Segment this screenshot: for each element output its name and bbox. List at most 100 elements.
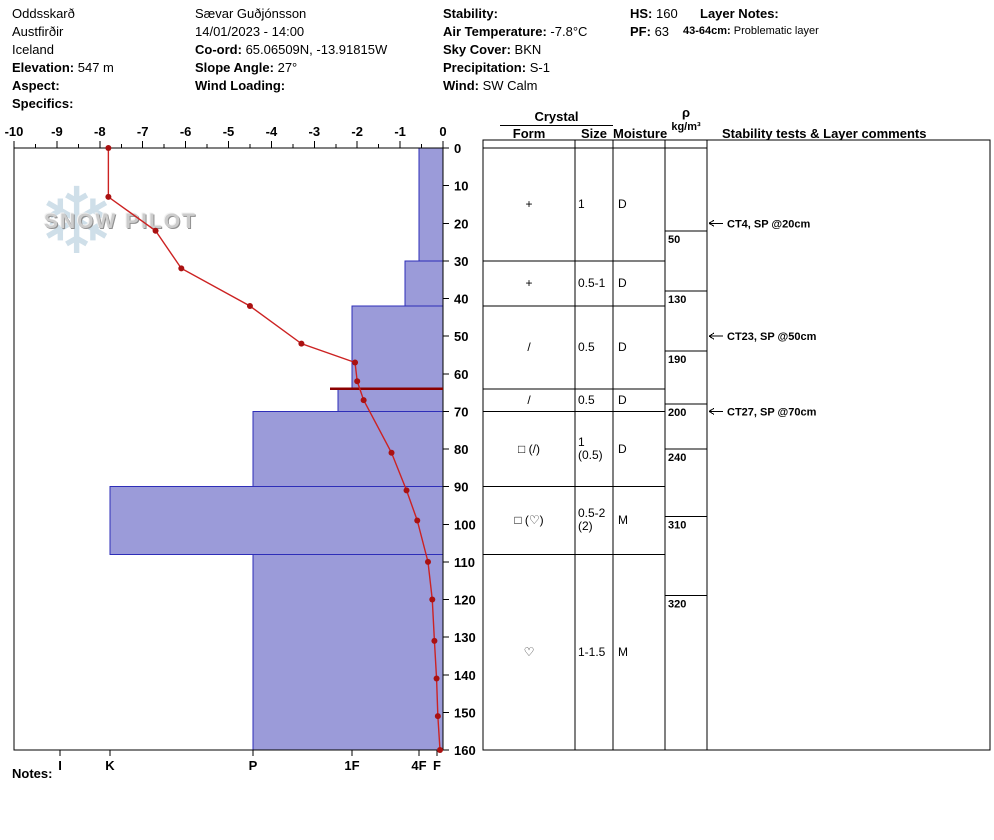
temperature-point	[105, 145, 112, 151]
temperature-point	[388, 449, 395, 456]
temp-axis-label: -2	[351, 124, 363, 139]
moisture-cell: D	[618, 275, 627, 290]
crystal-form-cell: /	[527, 339, 531, 354]
depth-axis-label: 30	[454, 254, 468, 269]
notes-label: Notes:	[12, 766, 53, 781]
density-value: 320	[668, 599, 686, 611]
crystal-size-cell: 1-1.5	[578, 644, 606, 659]
depth-axis-label: 20	[454, 216, 468, 231]
aspect-row: Aspect:	[12, 78, 60, 93]
density-value: 190	[668, 354, 686, 366]
elevation-value: 547 m	[77, 60, 114, 75]
hardness-axis-label: P	[249, 758, 258, 773]
table-header-size: Size	[580, 126, 607, 141]
coord-value: 65.06509N, -13.91815W	[245, 42, 388, 57]
hardness-bar	[418, 147, 444, 262]
density-value: 50	[668, 234, 680, 246]
crystal-form-cell: /	[527, 392, 531, 407]
observer-name: Sævar Guðjónsson	[195, 6, 307, 21]
depth-axis-label: 140	[454, 668, 476, 683]
crystal-size-cell: 1 (0.5)	[578, 435, 603, 462]
hardness-bar	[337, 388, 444, 412]
layer-note-entry: 43-64cm: Problematic layer	[683, 25, 819, 37]
hardness-axis-label: F	[433, 758, 441, 773]
precip-label: Precipitation:	[443, 60, 527, 75]
pf-label: PF:	[630, 24, 651, 39]
elevation-row: Elevation: 547 m	[12, 60, 114, 75]
depth-axis-label: 60	[454, 367, 468, 382]
crystal-form-cell: □ (♡)	[514, 512, 544, 527]
slope-angle-value: 27°	[277, 60, 298, 75]
temp-axis-label: -1	[394, 124, 406, 139]
site-region: Austfirðir	[12, 24, 64, 39]
pf-value: 63	[654, 24, 670, 39]
wind-loading-row: Wind Loading:	[195, 78, 285, 93]
sky-cover-value: BKN	[514, 42, 542, 57]
stability-label: Stability:	[443, 6, 498, 21]
slope-angle-row: Slope Angle: 27°	[195, 60, 297, 75]
hardness-bar	[109, 486, 444, 555]
temperature-point	[436, 747, 443, 753]
temperature-point	[354, 378, 361, 385]
sky-cover-row: Sky Cover: BKN	[443, 42, 541, 57]
hs-row: HS: 160	[630, 6, 678, 21]
air-temp-row: Air Temperature: -7.8°C	[443, 24, 587, 39]
aspect-label: Aspect:	[12, 78, 60, 93]
site-country: Iceland	[12, 42, 54, 57]
crystal-size-cell: 1	[578, 196, 585, 211]
pf-row: PF: 63	[630, 24, 669, 39]
test-label: CT27, SP @70cm	[727, 406, 817, 418]
hardness-axis-label: K	[105, 758, 115, 773]
watermark-text: SNOW PILOT	[44, 210, 197, 233]
density-value: 240	[668, 452, 686, 464]
test-label: CT4, SP @20cm	[727, 218, 811, 230]
temp-axis-label: -6	[180, 124, 192, 139]
table-header-density-units: kg/m³	[671, 121, 701, 133]
test-arrow-head	[708, 407, 715, 412]
temp-axis-label: -8	[94, 124, 106, 139]
temperature-point	[246, 303, 253, 310]
test-arrow-head	[708, 332, 715, 337]
layer-note-text: Problematic layer	[733, 25, 819, 37]
temp-axis-label: 0	[439, 124, 446, 139]
precip-value: S-1	[529, 60, 550, 75]
crystal-size-cell: 0.5	[578, 392, 595, 407]
depth-axis-label: 0	[454, 141, 461, 156]
density-value: 310	[668, 520, 686, 532]
observation-datetime: 14/01/2023 - 14:00	[195, 24, 305, 39]
temperature-point	[403, 487, 410, 494]
depth-axis-label: 40	[454, 292, 468, 307]
crystal-size-cell: 0.5	[578, 339, 595, 354]
crystal-size-cell: 0.5-1	[578, 275, 606, 290]
layer-note-range: 43-64cm:	[683, 25, 731, 37]
depth-axis-label: 100	[454, 517, 476, 532]
test-arrow-head	[708, 222, 715, 227]
temperature-point	[424, 558, 431, 565]
test-arrow-head	[708, 335, 715, 340]
coord-label: Co-ord:	[195, 42, 242, 57]
air-temp-label: Air Temperature:	[443, 24, 547, 39]
hardness-bar	[404, 260, 444, 307]
temperature-point	[433, 675, 440, 682]
temp-axis-label: -9	[51, 124, 63, 139]
hardness-axis-label: I	[58, 758, 62, 773]
crystal-form-cell: □ (/)	[518, 441, 540, 456]
crystal-form-cell: ♡	[523, 644, 535, 659]
hardness-bar	[351, 305, 444, 390]
stability-row: Stability:	[443, 6, 498, 21]
moisture-cell: D	[618, 339, 627, 354]
hardness-axis-label: 1F	[344, 758, 359, 773]
air-temp-value: -7.8°C	[550, 24, 588, 39]
table-header-comments: Stability tests & Layer comments	[722, 126, 927, 141]
elevation-label: Elevation:	[12, 60, 75, 75]
precip-row: Precipitation: S-1	[443, 60, 550, 75]
moisture-cell: M	[618, 512, 628, 527]
hardness-axis-label: 4F	[411, 758, 426, 773]
sky-cover-label: Sky Cover:	[443, 42, 511, 57]
table-header-density-symbol: ρ	[681, 105, 691, 120]
watermark: ❄ SNOW PILOT	[38, 171, 268, 294]
moisture-cell: D	[618, 441, 627, 456]
moisture-cell: D	[618, 392, 627, 407]
temp-axis-label: -7	[137, 124, 149, 139]
